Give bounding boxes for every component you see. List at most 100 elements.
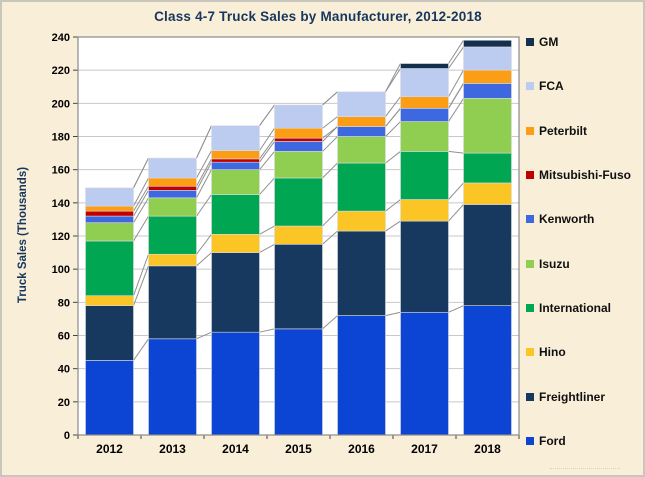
bar-segment-hino-2012 bbox=[85, 295, 134, 306]
y-tick-label: 80 bbox=[58, 297, 70, 309]
series-connector-line bbox=[385, 311, 401, 317]
bar-segment-fca-2017 bbox=[400, 68, 449, 97]
series-connector-line bbox=[385, 63, 401, 92]
series-connector-line bbox=[322, 230, 338, 245]
bar-segment-fca-2013 bbox=[148, 157, 197, 179]
bar-segment-international-2014 bbox=[211, 194, 260, 235]
legend-label: Freightliner bbox=[539, 389, 606, 404]
bar-segment-hino-2018 bbox=[463, 182, 512, 205]
bar-segment-freightliner-2015 bbox=[274, 243, 323, 330]
legend-item-international: International bbox=[526, 301, 638, 315]
bar-segment-isuzu-2013 bbox=[148, 197, 197, 217]
bar-segment-fca-2014 bbox=[211, 125, 260, 151]
bar-segment-ford-2012 bbox=[85, 360, 134, 436]
legend-label: Mitsubishi-Fuso bbox=[539, 167, 631, 182]
series-connector-line bbox=[385, 96, 401, 117]
legend-swatch-freightliner bbox=[526, 392, 534, 401]
series-connector-line bbox=[196, 169, 212, 199]
series-connector-line bbox=[133, 185, 149, 212]
bar-segment-peterbilt-2014 bbox=[211, 150, 260, 160]
bar-segment-mitsubishi-fuso-2014 bbox=[211, 158, 260, 163]
bar-segment-gm-2018 bbox=[463, 40, 512, 48]
y-tick-label: 180 bbox=[52, 132, 70, 144]
bar-segment-isuzu-2012 bbox=[85, 222, 134, 242]
series-connector-line bbox=[448, 83, 464, 109]
series-connector-line bbox=[322, 210, 338, 227]
bar-segment-kenworth-2012 bbox=[85, 215, 134, 224]
legend-swatch-kenworth bbox=[526, 215, 534, 224]
series-connector-line bbox=[196, 161, 212, 191]
bar-segment-isuzu-2014 bbox=[211, 169, 260, 195]
series-connector-line bbox=[133, 190, 149, 217]
bar-segment-mitsubishi-fuso-2012 bbox=[85, 210, 134, 217]
legend-swatch-isuzu bbox=[526, 259, 534, 268]
bar-segment-ford-2013 bbox=[148, 338, 197, 436]
bar-segment-international-2013 bbox=[148, 215, 197, 255]
series-connector-line bbox=[385, 121, 401, 137]
bar-segment-kenworth-2013 bbox=[148, 190, 197, 199]
bar-segment-freightliner-2018 bbox=[463, 204, 512, 306]
legend-label: Ford bbox=[539, 433, 566, 448]
series-connector-line bbox=[448, 98, 464, 122]
series-connector-line bbox=[133, 254, 149, 296]
series-connector-line bbox=[385, 220, 401, 232]
series-connector-line bbox=[196, 158, 212, 187]
legend-item-peterbilt: Peterbilt bbox=[526, 124, 638, 138]
series-connector-line bbox=[322, 91, 338, 106]
legend-label: International bbox=[539, 300, 612, 315]
y-tick-label: 60 bbox=[58, 331, 70, 343]
x-tick-label: 2012 bbox=[96, 442, 123, 456]
y-tick-label: 200 bbox=[52, 98, 70, 110]
legend-item-hino: Hino bbox=[526, 345, 638, 359]
y-tick-label: 40 bbox=[58, 364, 70, 376]
legend-item-fca: FCA bbox=[526, 79, 638, 93]
legend-swatch-ford bbox=[526, 436, 534, 445]
bar-segment-international-2017 bbox=[400, 151, 449, 200]
series-connector-line bbox=[448, 69, 464, 97]
series-connector-line bbox=[259, 104, 275, 127]
bar-segment-hino-2017 bbox=[400, 199, 449, 222]
bar-segment-hino-2014 bbox=[211, 234, 260, 253]
series-connector-line bbox=[133, 338, 149, 361]
bar-segment-freightliner-2014 bbox=[211, 252, 260, 333]
y-axis-title: Truck Sales (Thousands) bbox=[17, 167, 29, 303]
bar-segment-freightliner-2012 bbox=[85, 305, 134, 361]
bar-segment-fca-2012 bbox=[85, 187, 134, 207]
legend-swatch-international bbox=[526, 303, 534, 312]
bar-segment-ford-2016 bbox=[337, 315, 386, 436]
series-connector-line bbox=[259, 225, 275, 235]
series-connector-line bbox=[448, 305, 464, 313]
series-connector-line bbox=[259, 141, 275, 163]
series-connector-line bbox=[448, 40, 464, 64]
series-connector-line bbox=[259, 151, 275, 170]
bar-segment-kenworth-2016 bbox=[337, 126, 386, 137]
plot-border bbox=[77, 36, 520, 436]
legend-label: Kenworth bbox=[539, 212, 595, 227]
bar-segment-kenworth-2015 bbox=[274, 141, 323, 152]
x-tick-label: 2017 bbox=[411, 442, 438, 456]
legend-label: GM bbox=[539, 35, 559, 49]
plot-layer: 0 20 40 60 80 100 120 140 160 180 200 220 240 2012 201… bbox=[52, 32, 520, 456]
bar-segment-freightliner-2016 bbox=[337, 230, 386, 316]
y-tick-label: 100 bbox=[52, 264, 70, 276]
series-connector-line bbox=[133, 215, 149, 242]
legend-label: FCA bbox=[539, 79, 564, 94]
series-connector-line bbox=[196, 125, 212, 159]
bar-segment-kenworth-2017 bbox=[400, 108, 449, 122]
series-connector-line bbox=[385, 199, 401, 212]
bar-segment-kenworth-2014 bbox=[211, 161, 260, 170]
series-connector-line bbox=[385, 107, 401, 127]
x-tick-label: 2018 bbox=[474, 442, 501, 456]
bar-segment-mitsubishi-fuso-2013 bbox=[148, 185, 197, 191]
series-connector-line bbox=[259, 243, 275, 254]
series-connector-line bbox=[322, 315, 338, 330]
bar-segment-international-2018 bbox=[463, 152, 512, 184]
bar-segment-fca-2015 bbox=[274, 104, 323, 129]
legend-label: Peterbilt bbox=[539, 123, 588, 138]
series-connector-line bbox=[196, 252, 212, 267]
bar-segment-isuzu-2015 bbox=[274, 151, 323, 179]
bar-segment-international-2016 bbox=[337, 162, 386, 212]
series-connector-line bbox=[322, 136, 338, 152]
bar-segment-international-2012 bbox=[85, 240, 134, 297]
